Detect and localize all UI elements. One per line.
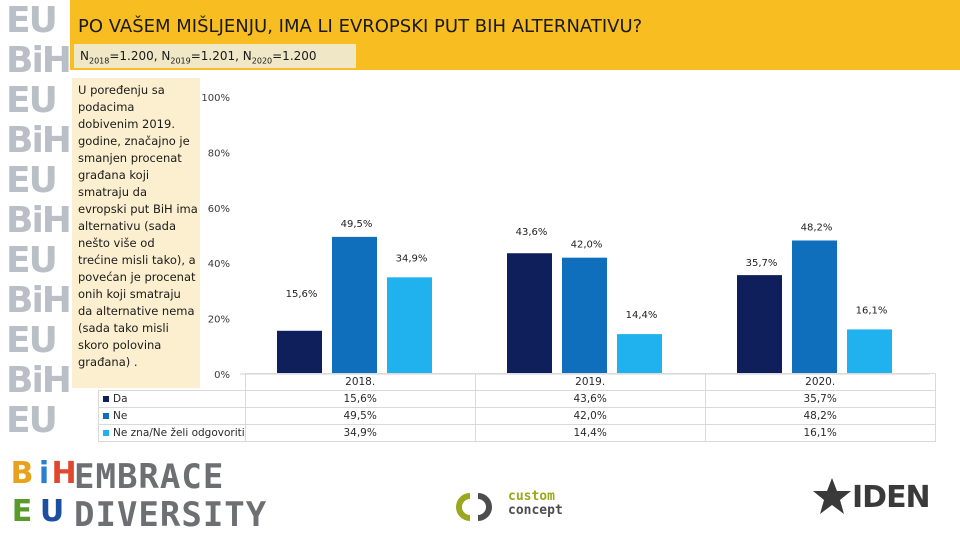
note-panel: U poređenju sa podacima dobivenim 2019. … [72, 78, 200, 388]
sample-size-text: N2018=1.200, N2019=1.201, N2020=1.200 [80, 49, 317, 66]
legend-key-da [103, 396, 109, 402]
side-pattern-cell: EU [6, 240, 58, 281]
table-header-2019: 2019. [474, 373, 706, 391]
side-pattern-cell: BiH [6, 280, 70, 321]
bars-group [277, 236, 892, 374]
value-label: 49,5% [341, 219, 373, 230]
side-pattern-cell: BiH [6, 200, 70, 241]
value-label: 42,0% [571, 240, 603, 251]
table-cell: 34,9% [244, 424, 476, 442]
bar-ne-2020 [792, 240, 837, 374]
y-tick-label: 80% [208, 148, 230, 159]
value-label: 35,7% [746, 258, 778, 269]
logo-word-embrace: EMBRACE [74, 457, 225, 497]
side-pattern-cell: BiH [6, 360, 70, 401]
bar-ne-zna-ne-eli-odgovoriti-2019 [617, 334, 662, 374]
table-cell: 42,0% [474, 407, 706, 425]
bar-ne-zna-ne-eli-odgovoriti-2020 [847, 329, 892, 374]
side-pattern-cell: EU [6, 160, 58, 201]
value-label: 48,2% [801, 222, 833, 233]
legend-key-ne-zna [103, 430, 109, 436]
legend-ne-zna: Ne zna/Ne želi odgovoriti [98, 424, 246, 442]
table-cell: 48,2% [704, 407, 936, 425]
title-bar: PO VAŠEM MIŠLJENJU, IMA LI EVROPSKI PUT … [70, 0, 960, 70]
bar-da-2020 [737, 275, 782, 374]
table-cell: 43,6% [474, 390, 706, 408]
table-row-ne-zna: Ne zna/Ne želi odgovoriti 34,9% 14,4% 16… [98, 424, 936, 442]
bar-da-2018 [277, 330, 322, 374]
logo-tile: H [51, 456, 77, 491]
y-tick-label: 100% [201, 93, 230, 104]
side-pattern-strip: EU BiH EU BiH EU BiH EU BiH EU BiH EU [0, 0, 70, 450]
custom-concept-mark-icon [456, 493, 492, 521]
side-pattern-cell: EU [6, 80, 58, 121]
note-text: U poređenju sa podacima dobivenim 2019. … [78, 83, 198, 369]
value-label: 14,4% [626, 310, 658, 321]
table-header-2018: 2018. [244, 373, 476, 391]
star-icon [813, 478, 851, 514]
bar-da-2019 [507, 253, 552, 374]
bar-ne-2019 [562, 257, 607, 374]
value-label: 15,6% [286, 289, 318, 300]
data-table: 2018. 2019. 2020. Da 15,6% 43,6% 35,7% N… [98, 373, 936, 442]
y-tick-label: 40% [208, 259, 230, 270]
y-tick-label: 0% [214, 370, 230, 381]
side-pattern-cell: EU [6, 0, 58, 41]
table-cell: 16,1% [704, 424, 936, 442]
iden-text: IDEN [852, 480, 931, 515]
embrace-diversity-logo: B i H E U EMBRACE DIVERSITY [8, 456, 267, 536]
logo-tile: U [39, 494, 65, 529]
logo-word-diversity: DIVERSITY [74, 495, 268, 535]
y-tick-label: 20% [208, 315, 230, 326]
legend-da: Da [98, 390, 246, 408]
custom-concept-text: custom concept [508, 489, 563, 518]
value-labels-group: 15,6% 49,5% 34,9% 43,6% 42,0% 14,4% 35,7% 48,2%… [286, 219, 888, 321]
page-title: PO VAŠEM MIŠLJENJU, IMA LI EVROPSKI PUT … [78, 16, 643, 37]
value-label: 43,6% [516, 227, 548, 238]
table-row-da: Da 15,6% 43,6% 35,7% [98, 390, 936, 408]
y-tick-label: 60% [208, 204, 230, 215]
bar-ne-2018 [332, 236, 377, 374]
value-label: 16,1% [856, 305, 888, 316]
legend-key-ne [103, 413, 109, 419]
logo-tile: B [10, 456, 34, 491]
table-cell: 14,4% [474, 424, 706, 442]
side-pattern-cell: BiH [6, 120, 70, 161]
y-axis-ticks: 0% 20% 40% 60% 80% 100% [201, 93, 230, 381]
table-header-2020: 2020. [704, 373, 936, 391]
sample-size-box: N2018=1.200, N2019=1.201, N2020=1.200 [74, 44, 356, 68]
table-cell: 15,6% [244, 390, 476, 408]
legend-ne: Ne [98, 407, 246, 425]
value-label: 34,9% [396, 253, 428, 264]
table-cell: 49,5% [244, 407, 476, 425]
table-header-row: 2018. 2019. 2020. [99, 373, 936, 391]
side-pattern-cell: EU [6, 400, 58, 441]
table-row-ne: Ne 49,5% 42,0% 48,2% [98, 407, 936, 425]
custom-concept-logo: custom concept [452, 488, 572, 524]
side-pattern-cell: BiH [6, 40, 70, 81]
iden-logo: IDEN [812, 470, 932, 518]
bar-ne-zna-ne-eli-odgovoriti-2018 [387, 277, 432, 374]
logo-tile: i [38, 456, 50, 491]
side-pattern-cell: EU [6, 320, 58, 361]
logo-tile: E [11, 494, 33, 529]
table-cell: 35,7% [704, 390, 936, 408]
